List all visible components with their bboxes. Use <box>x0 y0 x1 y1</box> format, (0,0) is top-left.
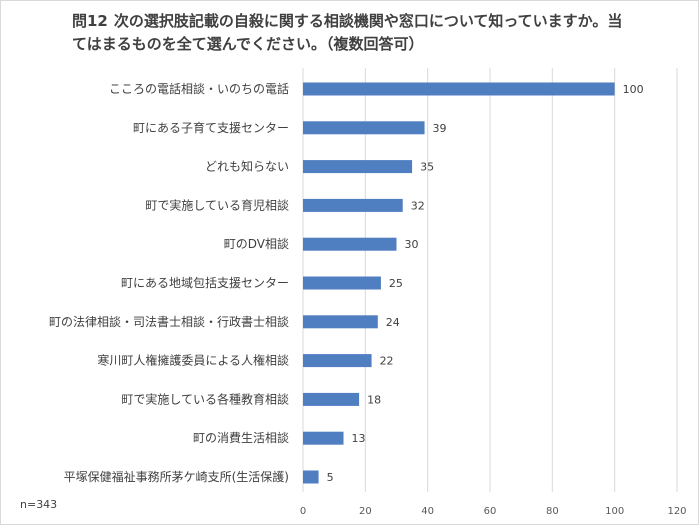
bar <box>303 431 344 445</box>
bar <box>303 354 372 368</box>
data-label: 35 <box>420 161 434 174</box>
category-label: 町にある子育て支援センター <box>133 120 289 135</box>
data-label: 100 <box>623 83 644 96</box>
x-tick-label: 100 <box>605 506 624 517</box>
category-label: 町で実施している育児相談 <box>145 197 289 212</box>
x-tick-label: 0 <box>300 506 306 517</box>
data-label: 22 <box>380 355 394 368</box>
x-tick-label: 60 <box>484 506 497 517</box>
data-label: 32 <box>411 199 425 212</box>
data-label: 25 <box>389 277 403 290</box>
bar <box>303 82 615 96</box>
bar <box>303 315 378 329</box>
x-tick-label: 20 <box>359 506 372 517</box>
category-label: 町の法律相談・司法書士相談・行政書士相談 <box>49 314 289 329</box>
category-label: どれも知らない <box>205 160 289 174</box>
sample-size-note: n=343 <box>20 498 58 511</box>
chart-title: 問12 次の選択肢記載の自殺に関する相談機関や窓口について知っていますか。当てはま… <box>72 10 632 56</box>
question-text: 次の選択肢記載の自殺に関する相談機関や窓口について知っていますか。当てはまるもの… <box>72 12 623 53</box>
data-label: 24 <box>386 316 400 329</box>
category-label: 町の消費生活相談 <box>193 430 289 445</box>
bar <box>303 237 397 251</box>
category-label: こころの電話相談・いのちの電話 <box>109 81 289 96</box>
category-label: 町のDV相談 <box>224 236 289 251</box>
data-label: 39 <box>433 122 447 135</box>
data-label: 30 <box>405 238 419 251</box>
bar <box>303 121 425 135</box>
bar <box>303 276 381 290</box>
x-tick-label: 120 <box>667 506 686 517</box>
category-label: 寒川町人権擁護委員による人権相談 <box>97 353 289 368</box>
x-tick-label: 80 <box>546 506 559 517</box>
bar <box>303 392 360 406</box>
data-label: 5 <box>327 471 334 484</box>
data-label: 18 <box>367 393 381 406</box>
category-label: 平塚保健福祉事務所茅ケ崎支所(生活保護) <box>64 469 289 484</box>
category-label: 町にある地域包括支援センター <box>121 275 289 290</box>
data-label: 13 <box>352 432 366 445</box>
bar <box>303 470 319 484</box>
question-number: 問12 <box>72 12 108 30</box>
category-label: 町で実施している各種教育相談 <box>121 391 289 406</box>
bar <box>303 160 413 174</box>
bar <box>303 198 403 212</box>
x-tick-label: 40 <box>421 506 434 517</box>
